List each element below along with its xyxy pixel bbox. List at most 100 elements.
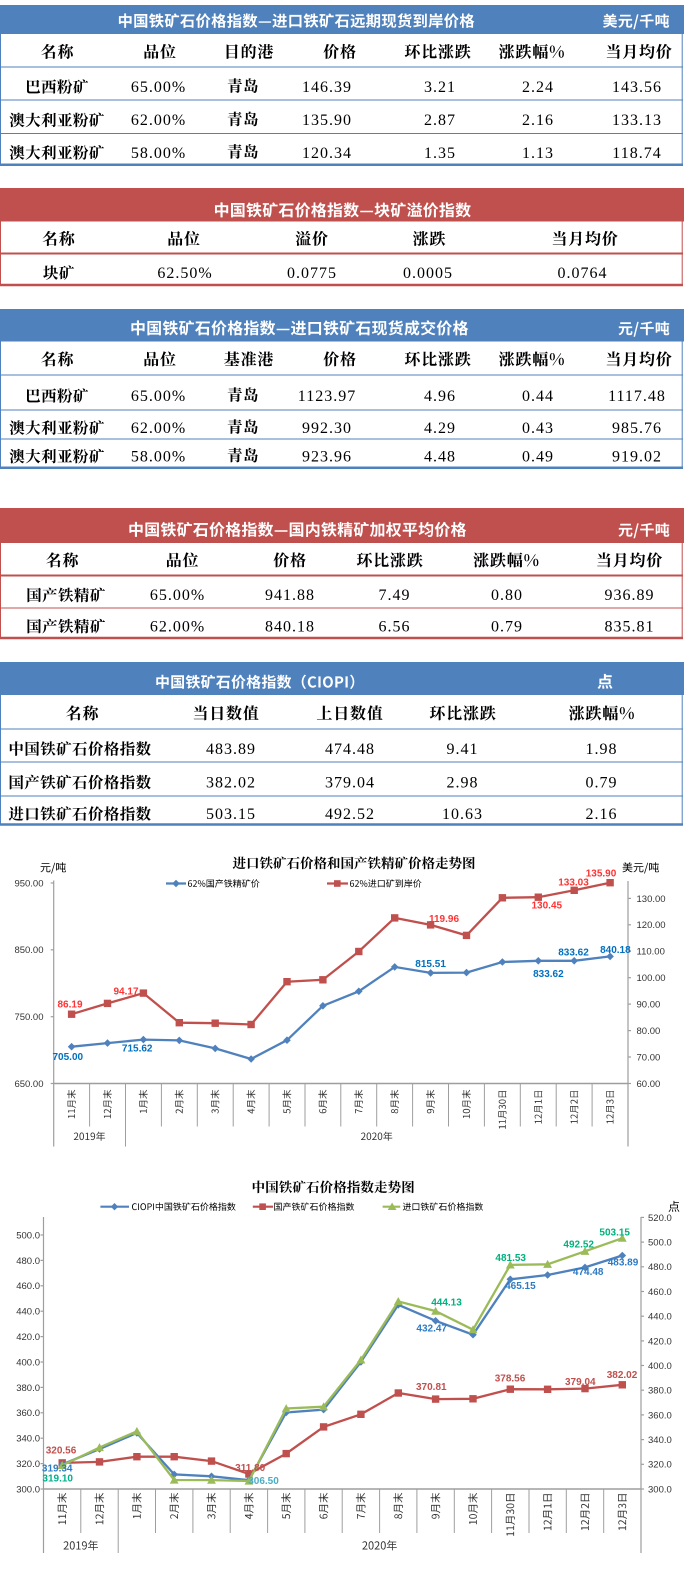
svg-text:70.00: 70.00 [637, 1053, 661, 1064]
svg-text:650.00: 650.00 [14, 1079, 43, 1090]
svg-text:460.0: 460.0 [16, 1281, 40, 1292]
svg-text:320.0: 320.0 [648, 1460, 672, 1471]
svg-text:7.49: 7.49 [379, 587, 411, 604]
svg-text:3.21: 3.21 [424, 79, 456, 96]
svg-text:985.76: 985.76 [612, 420, 662, 437]
svg-text:460.0: 460.0 [648, 1287, 672, 1298]
svg-text:311.80: 311.80 [235, 1463, 265, 1474]
svg-text:300.0: 300.0 [648, 1484, 672, 1495]
svg-text:492.52: 492.52 [325, 806, 375, 823]
svg-text:750.00: 750.00 [14, 1012, 43, 1023]
svg-text:100.00: 100.00 [637, 973, 666, 984]
svg-text:936.89: 936.89 [605, 587, 655, 604]
svg-text:380.0: 380.0 [16, 1383, 40, 1394]
svg-text:4.96: 4.96 [424, 388, 456, 405]
svg-text:380.0: 380.0 [648, 1386, 672, 1397]
svg-text:474.48: 474.48 [573, 1267, 604, 1278]
svg-text:119.96: 119.96 [429, 914, 459, 925]
svg-text:65.00%: 65.00% [131, 79, 186, 96]
svg-text:835.81: 835.81 [605, 619, 655, 636]
svg-text:444.13: 444.13 [431, 1298, 462, 1309]
svg-text:0.0005: 0.0005 [403, 265, 453, 282]
svg-text:118.74: 118.74 [612, 145, 661, 162]
svg-text:10.63: 10.63 [442, 806, 483, 823]
svg-text:420.0: 420.0 [16, 1332, 40, 1343]
svg-text:1123.97: 1123.97 [298, 388, 356, 405]
svg-text:2.87: 2.87 [424, 112, 456, 129]
svg-text:62.00%: 62.00% [131, 112, 186, 129]
svg-text:0.0764: 0.0764 [558, 265, 608, 282]
svg-text:1.35: 1.35 [424, 145, 456, 162]
svg-text:432.47: 432.47 [416, 1324, 447, 1335]
svg-text:0.80: 0.80 [491, 587, 523, 604]
svg-text:919.02: 919.02 [612, 449, 662, 466]
svg-text:0.43: 0.43 [522, 420, 554, 437]
svg-text:492.52: 492.52 [563, 1240, 594, 1251]
svg-text:6.56: 6.56 [379, 619, 411, 636]
svg-text:143.56: 143.56 [612, 79, 662, 96]
svg-text:65.00%: 65.00% [131, 388, 186, 405]
svg-text:130.00: 130.00 [637, 894, 666, 905]
svg-text:360.0: 360.0 [648, 1410, 672, 1421]
svg-text:1.98: 1.98 [586, 741, 618, 758]
svg-text:379.04: 379.04 [565, 1377, 596, 1388]
svg-text:86.19: 86.19 [57, 1000, 82, 1011]
svg-text:80.00: 80.00 [637, 1026, 661, 1037]
svg-text:4.29: 4.29 [424, 420, 456, 437]
svg-text:2.98: 2.98 [447, 775, 479, 792]
svg-text:58.00%: 58.00% [131, 449, 186, 466]
svg-text:370.81: 370.81 [416, 1382, 447, 1393]
svg-text:379.04: 379.04 [325, 775, 375, 792]
svg-text:4.48: 4.48 [424, 449, 456, 466]
svg-text:319.34: 319.34 [42, 1464, 73, 1475]
svg-text:378.56: 378.56 [495, 1374, 526, 1385]
svg-text:0.0775: 0.0775 [287, 265, 337, 282]
svg-text:133.03: 133.03 [558, 878, 589, 889]
svg-text:135.90: 135.90 [586, 869, 617, 880]
svg-text:440.0: 440.0 [648, 1312, 672, 1323]
svg-text:2.16: 2.16 [586, 806, 618, 823]
svg-text:520.0: 520.0 [648, 1213, 672, 1224]
svg-text:382.02: 382.02 [206, 775, 256, 792]
svg-text:65.00%: 65.00% [150, 587, 205, 604]
svg-text:1117.48: 1117.48 [608, 388, 666, 405]
svg-text:480.0: 480.0 [16, 1256, 40, 1267]
svg-text:58.00%: 58.00% [131, 145, 186, 162]
svg-text:9.41: 9.41 [447, 741, 479, 758]
svg-text:941.88: 941.88 [265, 587, 315, 604]
svg-text:110.00: 110.00 [637, 947, 665, 958]
svg-text:0.49: 0.49 [522, 449, 554, 466]
svg-text:480.0: 480.0 [648, 1262, 672, 1273]
svg-text:400.0: 400.0 [16, 1357, 40, 1368]
svg-text:465.15: 465.15 [505, 1281, 536, 1292]
svg-text:382.02: 382.02 [607, 1370, 638, 1381]
svg-text:340.0: 340.0 [16, 1434, 40, 1445]
svg-text:483.89: 483.89 [608, 1258, 639, 1269]
svg-text:992.30: 992.30 [302, 420, 352, 437]
svg-text:2.16: 2.16 [522, 112, 554, 129]
svg-text:130.45: 130.45 [532, 901, 563, 912]
svg-text:0.44: 0.44 [522, 388, 554, 405]
svg-text:923.96: 923.96 [302, 449, 352, 466]
svg-text:90.00: 90.00 [637, 1000, 661, 1011]
svg-text:62.00%: 62.00% [150, 619, 205, 636]
svg-text:481.53: 481.53 [495, 1253, 526, 1264]
svg-text:850.00: 850.00 [14, 945, 43, 956]
svg-text:62.00%: 62.00% [131, 420, 186, 437]
svg-text:705.00: 705.00 [53, 1052, 84, 1063]
svg-text:840.18: 840.18 [600, 945, 631, 956]
svg-text:340.0: 340.0 [648, 1435, 672, 1446]
svg-text:120.34: 120.34 [302, 145, 352, 162]
svg-text:135.90: 135.90 [302, 112, 352, 129]
svg-text:60.00: 60.00 [637, 1079, 661, 1090]
svg-text:715.62: 715.62 [122, 1044, 153, 1055]
svg-text:300.0: 300.0 [16, 1484, 40, 1495]
svg-text:503.15: 503.15 [206, 806, 256, 823]
svg-text:950.00: 950.00 [14, 878, 43, 889]
svg-text:503.15: 503.15 [599, 1228, 630, 1239]
svg-text:146.39: 146.39 [302, 79, 352, 96]
svg-text:0.79: 0.79 [586, 775, 618, 792]
svg-text:400.0: 400.0 [648, 1361, 672, 1372]
svg-text:0.79: 0.79 [491, 619, 523, 636]
svg-text:483.89: 483.89 [206, 741, 256, 758]
